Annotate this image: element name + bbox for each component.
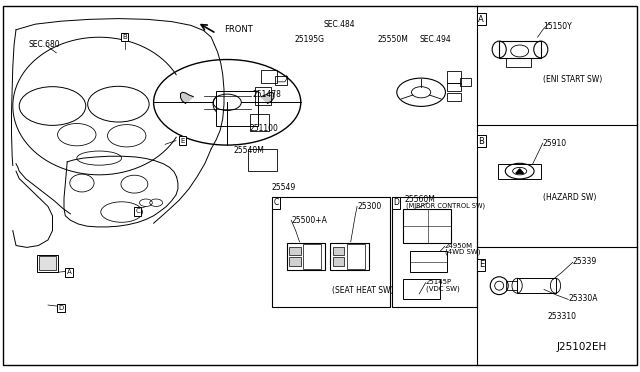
Bar xyxy=(447,93,461,101)
Polygon shape xyxy=(516,169,524,173)
Text: (ENI START SW): (ENI START SW) xyxy=(543,76,602,84)
Text: FRONT: FRONT xyxy=(224,25,253,34)
Text: B: B xyxy=(478,137,484,146)
Text: SEC.494: SEC.494 xyxy=(419,35,451,44)
Text: 24950M: 24950M xyxy=(445,243,473,248)
Text: B: B xyxy=(122,34,127,40)
Text: D: D xyxy=(393,198,399,207)
Text: C: C xyxy=(274,198,279,207)
Text: (SEAT HEAT SW): (SEAT HEAT SW) xyxy=(332,286,393,295)
Text: D: D xyxy=(58,305,63,311)
Text: 251100: 251100 xyxy=(250,124,278,133)
Bar xyxy=(517,278,556,293)
Text: E: E xyxy=(180,138,184,144)
Text: 25550M: 25550M xyxy=(378,35,408,44)
Text: 253310: 253310 xyxy=(547,312,576,321)
Bar xyxy=(216,91,258,126)
Bar xyxy=(248,149,277,171)
Bar xyxy=(498,164,541,179)
Text: 25330A: 25330A xyxy=(568,294,598,303)
Text: 25549: 25549 xyxy=(272,183,296,192)
Bar xyxy=(499,41,541,58)
Text: J25102EH: J25102EH xyxy=(557,342,607,352)
Bar xyxy=(37,255,58,272)
Bar xyxy=(460,78,471,86)
Bar xyxy=(287,243,325,270)
Text: E: E xyxy=(479,260,484,269)
Bar xyxy=(392,197,477,307)
Text: SEC.680: SEC.680 xyxy=(29,40,60,49)
Text: (HAZARD SW): (HAZARD SW) xyxy=(543,193,596,202)
Text: 25300: 25300 xyxy=(357,202,381,211)
Text: 15150Y: 15150Y xyxy=(543,22,572,31)
Bar xyxy=(289,257,301,266)
Bar xyxy=(506,281,517,290)
Text: (VDC SW): (VDC SW) xyxy=(426,285,460,292)
Text: 25500+A: 25500+A xyxy=(291,216,327,225)
Bar xyxy=(347,244,365,269)
Bar xyxy=(333,257,344,266)
Bar xyxy=(506,58,531,67)
Bar xyxy=(330,243,369,270)
Text: 25910: 25910 xyxy=(543,139,567,148)
Bar xyxy=(303,244,321,269)
Text: 25145P: 25145P xyxy=(426,279,452,285)
Bar xyxy=(255,87,271,105)
Bar xyxy=(333,247,344,255)
Text: 25195G: 25195G xyxy=(294,35,324,44)
Bar xyxy=(289,247,301,255)
Polygon shape xyxy=(261,92,274,103)
Text: (MIRROR CONTROL SW): (MIRROR CONTROL SW) xyxy=(406,202,486,209)
Text: 251478: 251478 xyxy=(253,90,282,99)
Bar xyxy=(261,70,277,83)
Text: SEC.484: SEC.484 xyxy=(323,20,355,29)
Bar xyxy=(447,71,461,83)
Bar xyxy=(447,83,461,91)
Text: 25540M: 25540M xyxy=(234,146,264,155)
Bar xyxy=(403,209,451,243)
Bar xyxy=(403,279,440,299)
Text: (4WD SW): (4WD SW) xyxy=(445,249,480,256)
Text: 25339: 25339 xyxy=(573,257,597,266)
Bar xyxy=(250,114,269,131)
Text: A: A xyxy=(67,269,72,275)
Bar xyxy=(275,76,287,85)
Text: A: A xyxy=(479,15,484,24)
Text: 25560M: 25560M xyxy=(404,195,435,203)
Polygon shape xyxy=(180,92,193,103)
Bar xyxy=(272,197,390,307)
Bar xyxy=(39,256,56,270)
Text: C: C xyxy=(135,208,140,214)
Bar xyxy=(410,251,447,272)
